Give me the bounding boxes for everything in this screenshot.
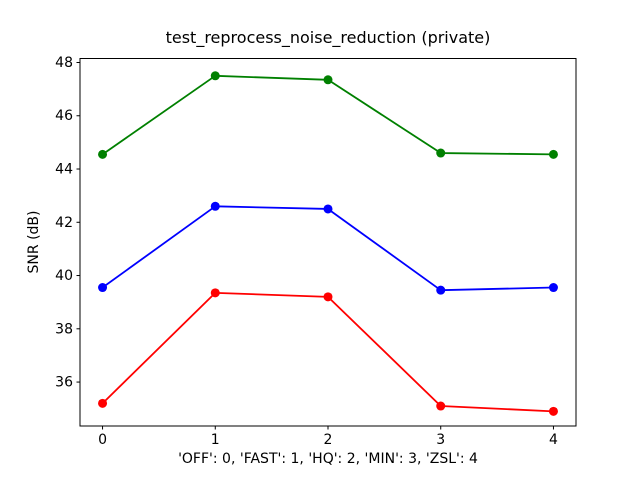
green-series-marker	[210, 71, 220, 81]
red-series-marker	[210, 288, 220, 298]
blue-series-marker	[436, 285, 446, 295]
x-tick-label: 0	[98, 432, 107, 448]
blue-series-marker	[548, 283, 558, 293]
plot-area	[79, 58, 577, 427]
x-axis-label: 'OFF': 0, 'FAST': 1, 'HQ': 2, 'MIN': 3, …	[178, 451, 478, 467]
x-tick-label: 3	[436, 432, 445, 448]
y-tick-label: 40	[55, 268, 73, 284]
red-series-marker	[323, 292, 333, 302]
y-axis-label: SNR (dB)	[26, 211, 42, 274]
red-series-line	[101, 291, 555, 413]
blue-series-marker	[210, 201, 220, 211]
y-tick-label: 44	[55, 161, 73, 177]
y-tick-label: 42	[55, 215, 73, 231]
chart-title: test_reprocess_noise_reduction (private)	[166, 28, 491, 48]
y-tick-label: 48	[55, 55, 73, 71]
x-axis: 0 1 2 3 4	[98, 426, 558, 448]
green-series-marker	[436, 148, 446, 158]
x-tick-label: 2	[324, 432, 333, 448]
green-series-marker	[98, 149, 108, 159]
y-tick-label: 46	[55, 108, 73, 124]
green-series-line	[101, 74, 555, 156]
y-tick-label: 36	[55, 375, 73, 391]
plot-series	[98, 71, 558, 416]
x-tick-label: 4	[549, 432, 558, 448]
red-series-marker	[436, 401, 446, 411]
red-series-marker	[98, 398, 108, 408]
blue-series-marker	[323, 204, 333, 214]
y-axis: 36 38 40 42 44 46 48	[55, 55, 80, 391]
x-tick-label: 1	[211, 432, 220, 448]
red-series-marker	[548, 406, 558, 416]
green-series-marker	[548, 149, 558, 159]
blue-series-marker	[98, 283, 108, 293]
blue-series-line	[101, 205, 555, 292]
y-tick-label: 38	[55, 321, 73, 337]
green-series-marker	[323, 75, 333, 85]
